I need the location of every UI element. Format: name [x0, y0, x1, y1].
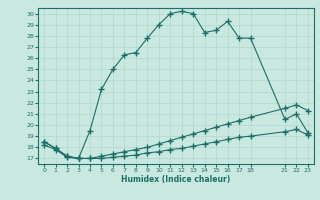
- X-axis label: Humidex (Indice chaleur): Humidex (Indice chaleur): [121, 175, 231, 184]
